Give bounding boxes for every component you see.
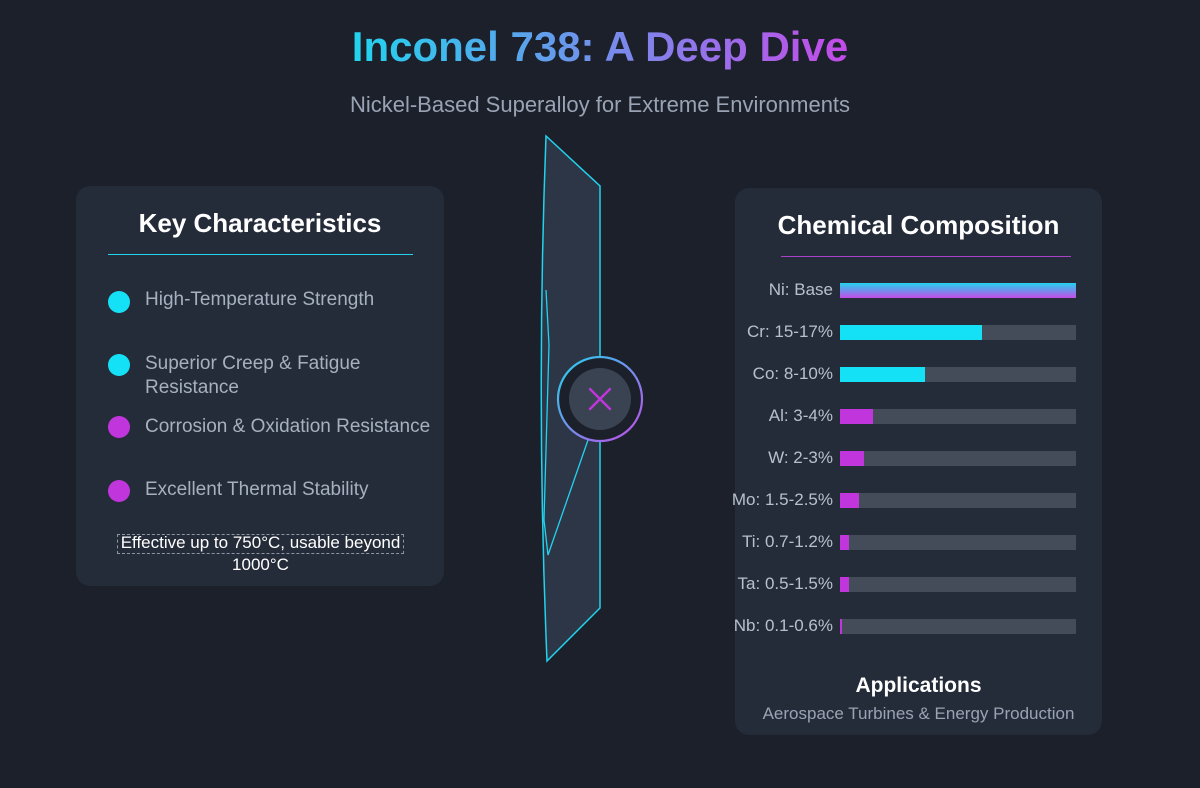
composition-row: Mo: 1.5-2.5%: [731, 490, 1102, 510]
composition-bar-fill: [840, 283, 1076, 298]
composition-label: Al: 3-4%: [768, 406, 833, 425]
composition-row: Cr: 15-17%: [735, 322, 1102, 342]
blade-inner-edge: [543, 289, 589, 556]
composition-label: Ti: 0.7-1.2%: [741, 532, 833, 551]
composition-label: Mo: 1.5-2.5%: [731, 490, 833, 509]
chemical-composition-title: Chemical Composition: [777, 210, 1060, 240]
composition-bar-fill: [840, 577, 850, 592]
composition-bar-fill: [840, 535, 850, 550]
composition-bar-fill: [840, 493, 859, 508]
composition-row: Al: 3-4%: [735, 406, 1102, 426]
feature-label: Excellent Thermal Stability: [145, 479, 369, 500]
title-divider: [108, 254, 413, 255]
composition-row: Ni: Base: [735, 280, 1102, 300]
temperature-note: Effective up to 750°C, usable beyond 100…: [108, 532, 413, 576]
composition-bar-track: [840, 367, 1076, 382]
composition-row: W: 2-3%: [735, 448, 1102, 468]
applications-description: Aerospace Turbines & Energy Production: [762, 704, 1075, 723]
composition-label: Nb: 0.1-0.6%: [733, 616, 833, 635]
bullet-dot: [108, 354, 130, 376]
turbine-blade-graphic: [540, 134, 644, 663]
composition-bar-track: [840, 619, 1076, 634]
temperature-note-text: Effective up to 750°C, usable beyond 100…: [120, 533, 401, 574]
feature-label: Corrosion & Oxidation Resistance: [145, 416, 431, 437]
feature-label: High-Temperature Strength: [145, 289, 375, 310]
composition-bar-fill: [840, 325, 982, 340]
chemical-composition-card: Chemical Composition Ni: Base Cr: 15-17% C…: [731, 188, 1102, 735]
composition-bar-track: [840, 409, 1076, 424]
temperature-note-box: [117, 534, 404, 554]
feature-label: Superior Creep & Fatigue Resistance: [145, 353, 361, 398]
composition-bar-fill: [840, 409, 874, 424]
applications-title: Applications: [855, 674, 982, 697]
composition-label: Ta: 0.5-1.5%: [737, 574, 833, 593]
composition-label: Co: 8-10%: [752, 364, 833, 383]
composition-bar-fill: [840, 619, 843, 634]
composition-bar-track: [840, 325, 1076, 340]
composition-bar-track: [840, 535, 1076, 550]
composition-label: Ni: Base: [768, 280, 833, 299]
composition-row: Ti: 0.7-1.2%: [735, 532, 1102, 552]
page-title: Inconel 738: A Deep Dive: [351, 23, 849, 70]
composition-label: W: 2-3%: [768, 448, 833, 467]
page-subtitle: Nickel-Based Superalloy for Extreme Envi…: [349, 92, 851, 117]
bullet-dot: [108, 291, 130, 313]
key-characteristics-title: Key Characteristics: [138, 208, 382, 238]
composition-bar-track: [840, 493, 1076, 508]
composition-bar-fill: [840, 367, 925, 382]
bullet-dot: [108, 480, 130, 502]
bullet-dot: [108, 416, 130, 438]
close-icon: [588, 387, 612, 411]
composition-row: Ta: 0.5-1.5%: [735, 574, 1102, 594]
composition-label: Cr: 15-17%: [747, 322, 833, 341]
key-characteristics-card: Key Characteristics High-Temperature Str…: [76, 186, 444, 586]
composition-bar-track: [840, 577, 1076, 592]
composition-bar-track: [840, 451, 1076, 466]
composition-row: Co: 8-10%: [735, 364, 1102, 384]
composition-bar-fill: [840, 451, 864, 466]
composition-row: Nb: 0.1-0.6%: [733, 616, 1102, 636]
composition-bar-track: [840, 283, 1076, 298]
title-divider: [781, 256, 1071, 257]
